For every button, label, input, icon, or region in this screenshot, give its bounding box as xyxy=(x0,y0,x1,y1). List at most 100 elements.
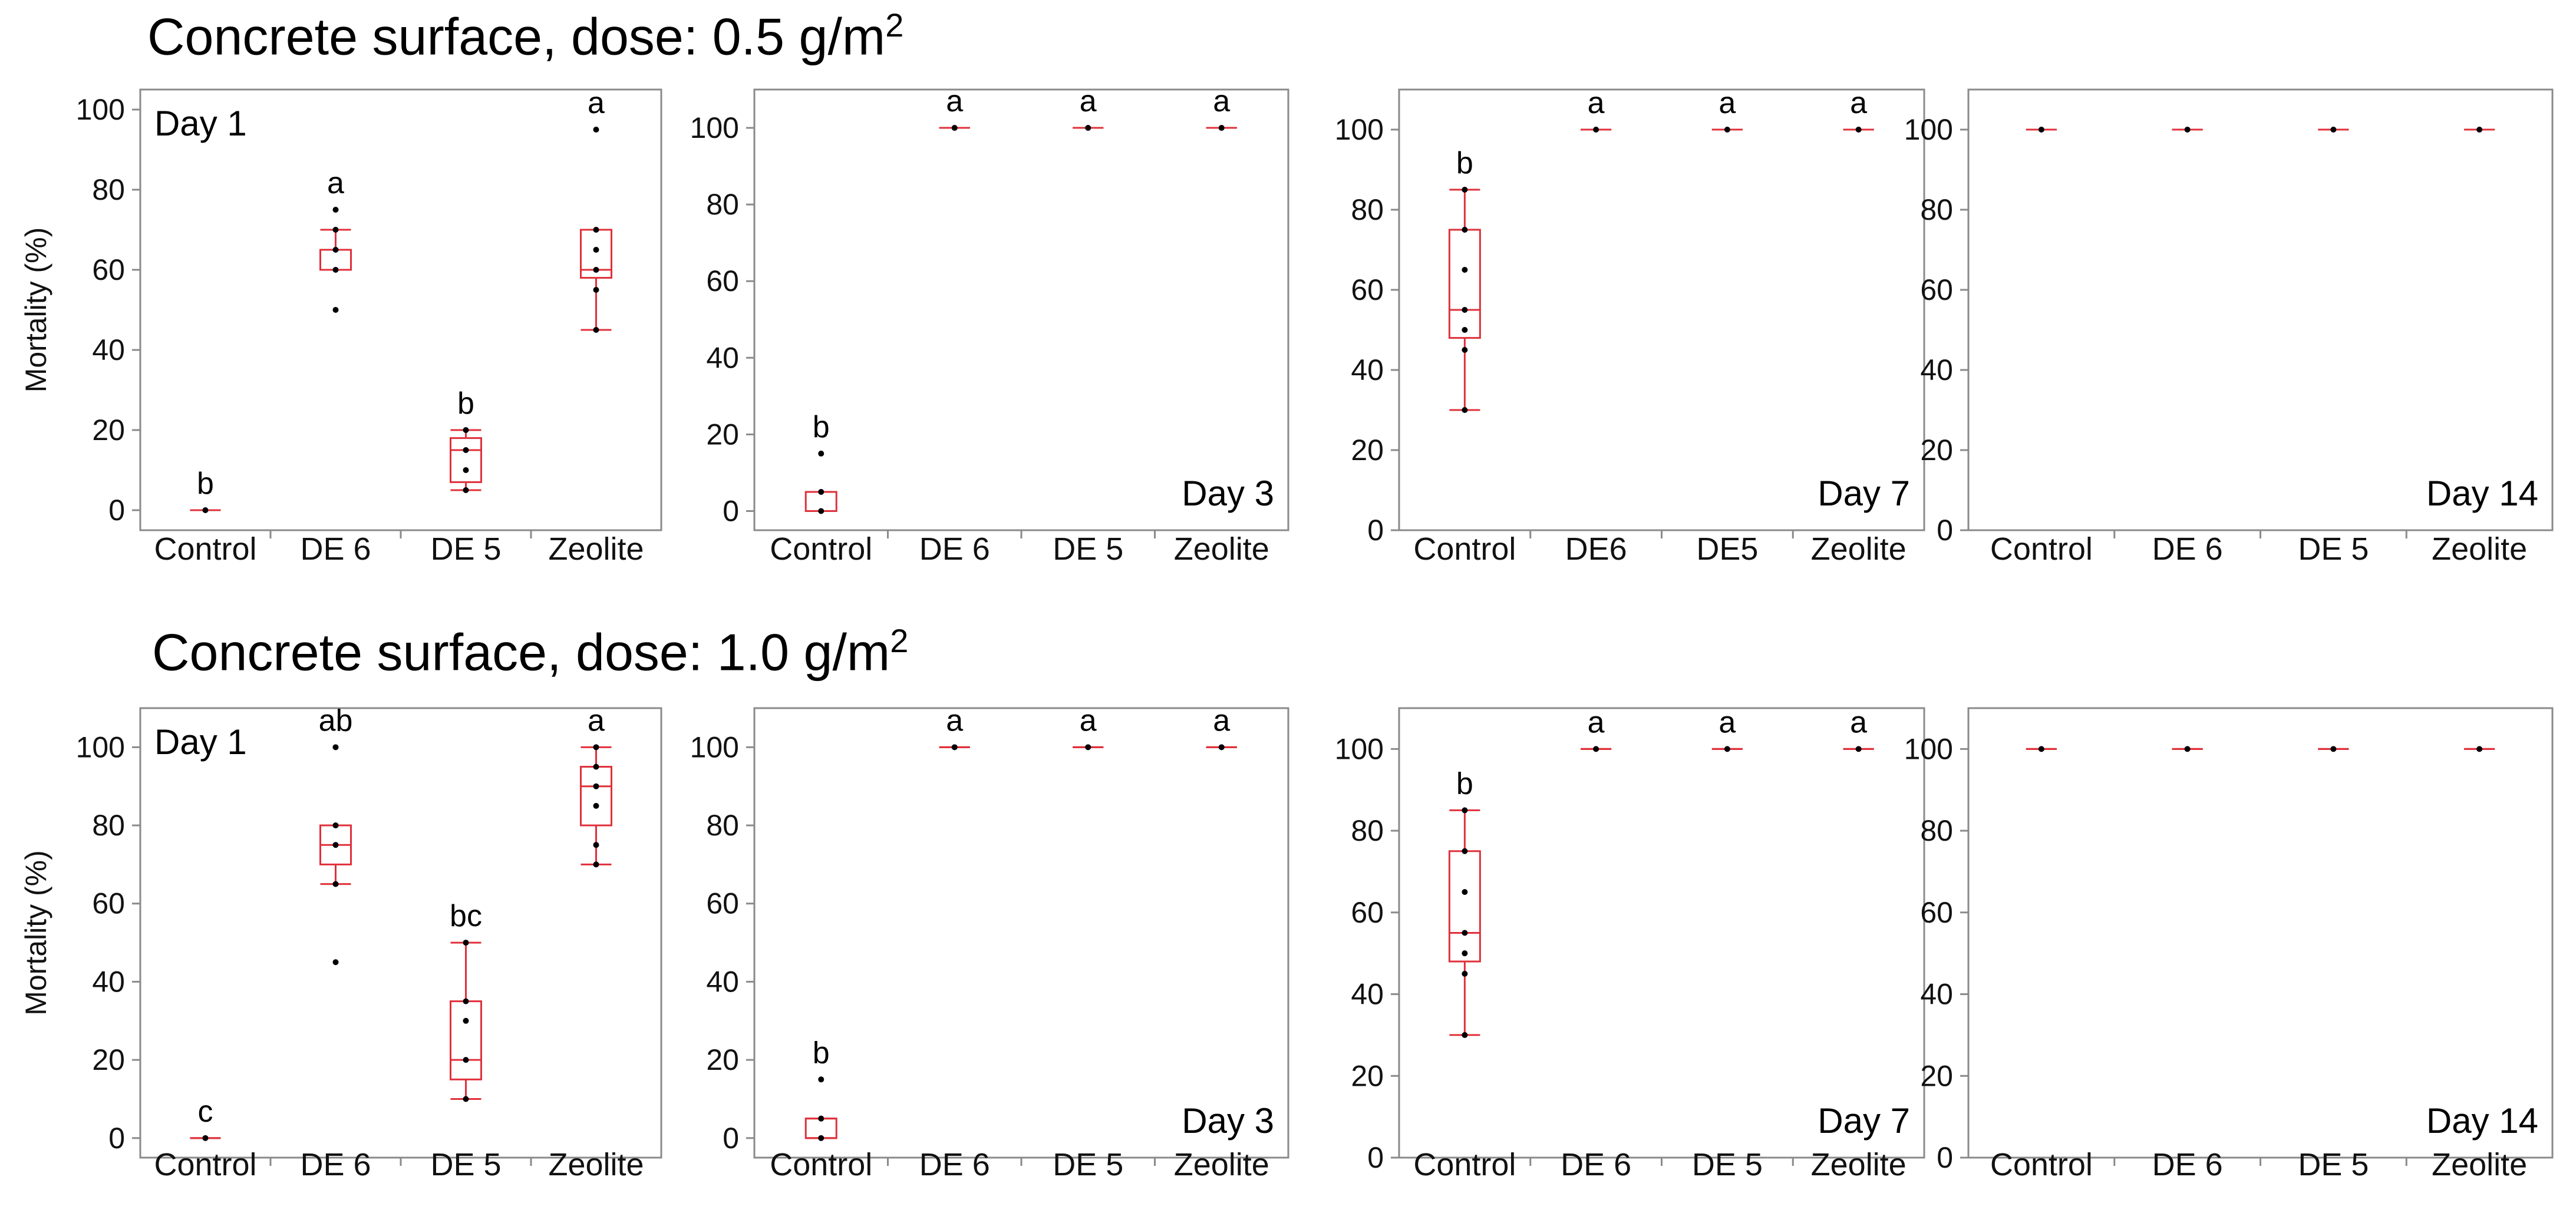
x-tick-label: DE 5 xyxy=(1053,531,1123,567)
y-tick-label: 100 xyxy=(690,731,739,764)
significance-letter: ab xyxy=(319,703,353,738)
significance-letter: b xyxy=(1456,766,1473,801)
y-tick-label: 80 xyxy=(92,173,125,206)
x-tick-label: Zeolite xyxy=(1174,531,1269,567)
box-de-6: a xyxy=(319,166,352,313)
data-point xyxy=(818,450,824,457)
significance-letter: b xyxy=(813,1036,830,1070)
box-control: c xyxy=(190,1095,221,1141)
day-label: Day 7 xyxy=(1818,474,1910,513)
data-point xyxy=(463,940,469,946)
data-point xyxy=(1724,127,1730,133)
data-point xyxy=(332,247,339,253)
data-point xyxy=(593,227,599,233)
significance-letter: a xyxy=(1588,705,1605,739)
chart-panel-7: 0 20 40 60 80 100 Control DE 6 DE 5 Zeolite Day 14 xyxy=(1904,707,2554,1182)
y-tick-label: 40 xyxy=(706,965,739,998)
data-point xyxy=(593,267,599,273)
x-tick-label: Zeolite xyxy=(2432,531,2527,567)
y-tick-label: 80 xyxy=(1351,193,1384,226)
significance-letter: a xyxy=(327,166,344,200)
data-point xyxy=(951,125,958,131)
data-point xyxy=(2038,127,2044,133)
y-tick-label: 100 xyxy=(76,93,125,126)
y-tick-label: 20 xyxy=(92,1043,125,1076)
data-point xyxy=(593,327,599,333)
data-point xyxy=(1462,1032,1468,1038)
data-point xyxy=(463,1017,469,1024)
data-point xyxy=(463,1057,469,1063)
data-point xyxy=(818,1135,824,1141)
data-point xyxy=(1593,127,1599,133)
box-zeolite: a xyxy=(1206,703,1237,751)
y-tick-label: 60 xyxy=(92,253,125,286)
box-de-6: ab xyxy=(319,703,353,966)
y-tick-label: 0 xyxy=(1937,1141,1953,1174)
significance-letter: a xyxy=(946,84,963,118)
x-tick-label: Zeolite xyxy=(548,1147,644,1182)
y-tick-label: 100 xyxy=(1335,732,1384,765)
day-label: Day 1 xyxy=(154,104,247,143)
y-tick-label: 40 xyxy=(92,333,125,366)
x-tick-label: Zeolite xyxy=(1811,1147,1907,1182)
x-tick-label: Control xyxy=(1990,1147,2093,1182)
data-point xyxy=(818,1115,824,1122)
chart-panel-5: 0 20 40 60 80 100 Control DE 6 DE 5 Zeolite Day 3 b… xyxy=(690,703,1289,1182)
box-control: b xyxy=(804,1036,837,1141)
data-point xyxy=(463,467,469,473)
data-point xyxy=(2330,127,2337,133)
chart-panel-0: 0 20 40 60 80 100 Control DE 6 DE 5 Zeolite Mortal… xyxy=(19,86,662,567)
x-tick-label: Control xyxy=(154,531,256,567)
box-zeolite: a xyxy=(580,703,612,868)
data-point xyxy=(1462,950,1468,957)
box-control: b xyxy=(190,467,221,513)
data-point xyxy=(1462,267,1468,273)
x-tick-label: DE 5 xyxy=(1053,1147,1123,1182)
x-tick-label: Control xyxy=(770,531,872,567)
data-point xyxy=(332,744,339,751)
y-tick-label: 60 xyxy=(1351,273,1384,306)
significance-letter: b xyxy=(197,467,214,501)
data-point xyxy=(818,1076,824,1083)
chart-panel-2: 0 20 40 60 80 100 Control DE6 DE5 Zeolite Day 7 b a a… xyxy=(1335,86,1925,567)
x-tick-label: Zeolite xyxy=(1174,1147,1269,1182)
row-title-dose-1-0: Concrete surface, dose: 1.0 g/m2 xyxy=(152,622,908,682)
box-de-6 xyxy=(2172,746,2203,752)
y-axis-label: Mortality (%) xyxy=(19,850,52,1016)
data-point xyxy=(332,267,339,273)
data-point xyxy=(1462,227,1468,233)
y-tick-label: 60 xyxy=(706,265,739,298)
x-tick-label: DE 5 xyxy=(2298,1147,2369,1182)
data-point xyxy=(1085,744,1091,751)
y-tick-label: 80 xyxy=(706,188,739,221)
box-iqr xyxy=(1448,850,1481,963)
data-point xyxy=(463,487,469,493)
y-axis-label: Mortality (%) xyxy=(19,227,52,393)
plot-frame xyxy=(1967,707,2554,1159)
box-zeolite xyxy=(2464,127,2495,133)
significance-letter: a xyxy=(1080,84,1097,118)
significance-letter: a xyxy=(1213,84,1230,118)
y-tick-label: 0 xyxy=(1367,1141,1384,1174)
row-title-superscript: 2 xyxy=(890,622,909,659)
data-point xyxy=(1462,930,1468,936)
data-point xyxy=(2184,127,2191,133)
x-tick-label: DE 5 xyxy=(430,531,501,567)
data-point xyxy=(593,287,599,293)
data-point xyxy=(463,1096,469,1102)
box-zeolite xyxy=(2464,746,2495,752)
day-label: Day 1 xyxy=(154,722,247,762)
data-point xyxy=(332,881,339,887)
significance-letter: a xyxy=(1080,703,1097,738)
x-tick-label: DE 5 xyxy=(2298,531,2369,567)
y-tick-label: 100 xyxy=(1904,732,1953,765)
data-point xyxy=(332,842,339,848)
box-control: b xyxy=(1448,146,1481,413)
significance-letter: a xyxy=(946,703,963,738)
significance-letter: b xyxy=(813,410,830,444)
data-point xyxy=(593,744,599,751)
day-label: Day 14 xyxy=(2426,1101,2538,1141)
y-tick-label: 100 xyxy=(1904,113,1953,146)
x-tick-label: DE 6 xyxy=(919,1147,990,1182)
box-de-5 xyxy=(2318,127,2349,133)
